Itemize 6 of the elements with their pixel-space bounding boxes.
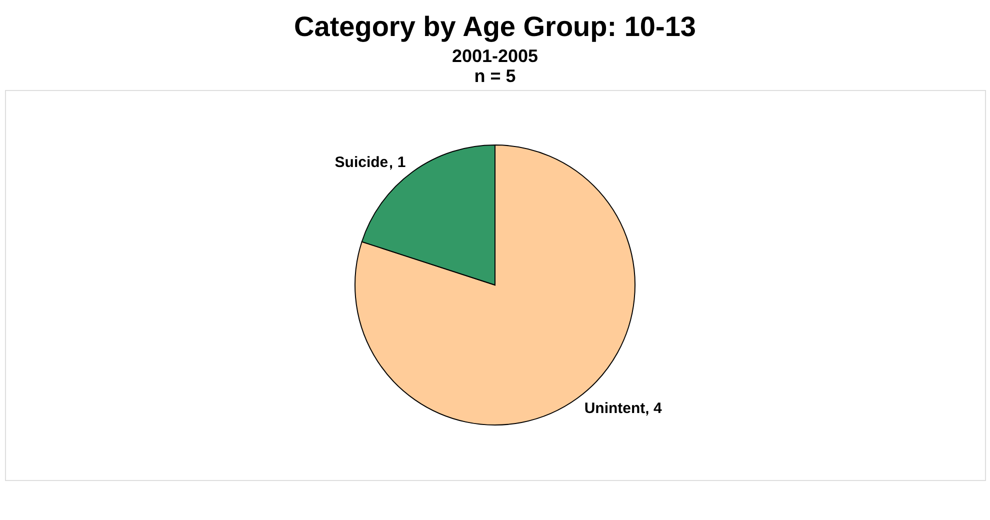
slice-label: Suicide xyxy=(334,154,388,172)
chart-subtitle: 2001-2005 n = 5 xyxy=(452,46,538,86)
slice-label: Unintent xyxy=(584,400,646,417)
data-label: 4 xyxy=(654,400,663,417)
data-label: 1 xyxy=(397,154,406,172)
chart-title: Category by Age Group: 10-13 xyxy=(294,11,696,42)
